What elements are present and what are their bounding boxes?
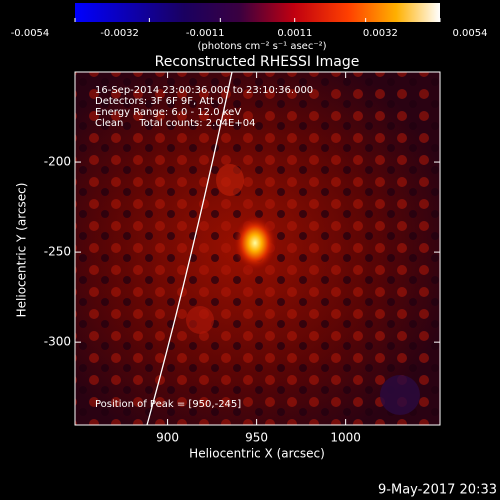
annotation: Energy Range: 6.0 - 12.0 keV [95,107,241,118]
colorbar-tick-label: 0.0011 [277,28,312,39]
colorbar [75,3,440,22]
annotation: Clean Total counts: 2.04E+04 [95,118,255,129]
x-tick-label: 900 [156,431,179,445]
x-axis-label: Heliocentric X (arcsec) [189,447,325,461]
y-tick-label: -250 [44,245,71,259]
plot-frame [74,71,441,426]
annotation: 16-Sep-2014 23:00:36.000 to 23:10:36.000 [95,85,313,96]
chart-title: Reconstructed RHESSI Image [155,54,360,70]
footer: 9-May-2017 20:33 [378,483,497,498]
colorbar-tick-label: 0.0054 [453,28,488,39]
colorbar-tick-label: -0.0032 [100,28,139,39]
peak-label: Position of Peak = [950,-245] [95,399,241,410]
y-tick-label: -200 [44,155,71,169]
y-axis-label: Heliocentric Y (arcsec) [15,183,29,318]
y-tick-label: -300 [44,335,71,349]
colorbar-tick-label: -0.0011 [186,28,225,39]
image [75,71,440,426]
colorbar-tick-label: 0.0032 [363,28,398,39]
x-tick-label: 950 [245,431,268,445]
x-tick-label: 1000 [330,431,361,445]
colorbar-tick-label: -0.0054 [11,28,50,39]
annotation: Detectors: 3F 6F 9F, Att 0 [95,96,223,107]
colorbar-label: (photons cm⁻² s⁻¹ asec⁻²) [197,41,326,52]
